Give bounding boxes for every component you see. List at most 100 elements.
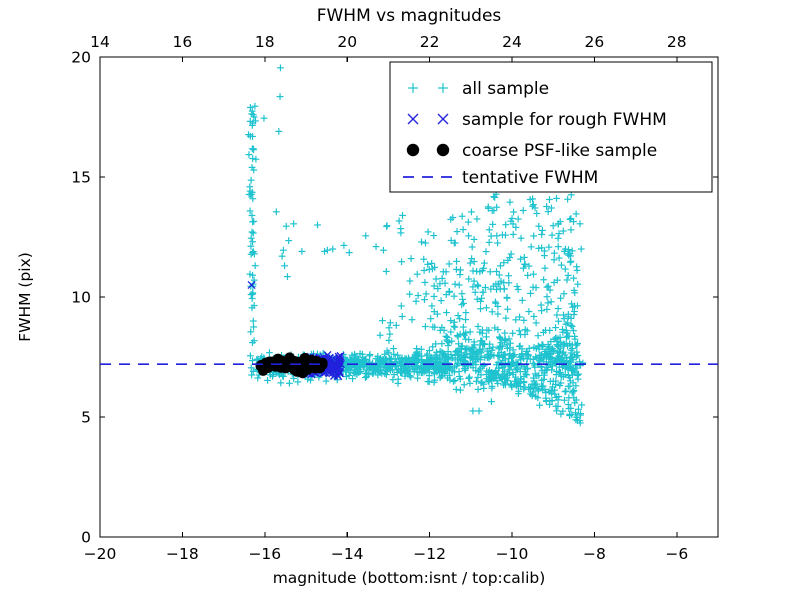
data-point-plus [456, 330, 464, 338]
legend-item-3[interactable]: coarse PSF-like sample [406, 141, 657, 161]
data-point-plus [314, 221, 321, 229]
data-point-plus [499, 364, 507, 372]
data-point-plus [567, 191, 575, 199]
data-point-plus [385, 337, 393, 344]
data-point-plus [384, 365, 392, 373]
data-point-plus [459, 323, 467, 331]
data-point-plus [250, 218, 258, 225]
legend-item-1[interactable]: all sample [408, 79, 549, 99]
data-point-plus [441, 370, 449, 377]
data-point-plus [573, 263, 581, 271]
data-point-plus [557, 339, 564, 346]
data-point-plus [507, 363, 515, 370]
data-point-plus [413, 270, 421, 278]
data-point-plus [249, 289, 257, 297]
legend-item-2[interactable]: sample for rough FWHM [407, 110, 667, 130]
data-point-plus [554, 335, 562, 343]
data-point-plus [494, 359, 502, 366]
data-point-plus [515, 387, 523, 395]
data-point-plus [447, 328, 455, 336]
data-point-plus [427, 353, 435, 361]
data-point-plus [478, 294, 485, 302]
legend[interactable]: all sample sample for rough FWHM coarse PS… [389, 61, 713, 193]
data-point-plus [458, 212, 466, 220]
data-point-plus [578, 401, 586, 409]
data-point-plus [485, 226, 493, 234]
data-point-plus [491, 324, 499, 332]
data-point-plus [355, 366, 362, 373]
data-point-plus [521, 368, 529, 376]
data-point-plus [247, 291, 255, 298]
data-point-plus [461, 331, 468, 339]
data-point-plus [376, 331, 384, 339]
data-point-plus [544, 282, 552, 290]
data-point-plus [445, 288, 453, 296]
data-point-plus [560, 311, 567, 319]
data-point-cross [335, 358, 344, 368]
data-point-plus [398, 313, 406, 320]
data-point-plus [479, 288, 487, 296]
data-point-plus [409, 355, 417, 362]
data-point-plus [459, 361, 467, 369]
data-point-plus [277, 379, 285, 387]
data-point-plus [572, 382, 580, 390]
data-point-plus [304, 375, 312, 383]
data-point-plus [429, 343, 437, 351]
data-point-plus [531, 363, 539, 371]
x-tick-label-bottom: −20 [84, 545, 117, 563]
data-point-plus [480, 362, 488, 369]
data-point-plus [474, 323, 482, 330]
data-point-plus [492, 299, 500, 307]
data-point-plus [547, 388, 555, 396]
data-point-plus [517, 234, 525, 242]
legend-box [389, 61, 713, 193]
data-point-plus [563, 333, 570, 341]
data-point-plus [452, 266, 460, 273]
data-point-plus [529, 388, 537, 396]
data-point-plus [512, 377, 520, 385]
legend-item-4[interactable]: tentative FWHM [403, 168, 598, 188]
data-point-plus [329, 245, 337, 253]
data-point-plus [564, 271, 572, 279]
data-point-plus [549, 377, 557, 385]
data-point-plus [465, 232, 472, 240]
data-point-plus [566, 382, 574, 390]
data-point-plus [544, 299, 552, 307]
data-point-plus [466, 379, 474, 387]
data-point-plus [423, 367, 431, 375]
data-point-plus [443, 336, 451, 344]
data-point-plus [556, 382, 564, 389]
data-point-plus [386, 330, 394, 338]
data-point-plus [564, 310, 572, 318]
data-point-plus [414, 292, 422, 299]
data-point-plus [462, 365, 469, 373]
data-point-plus [472, 367, 480, 375]
data-point-plus [572, 409, 579, 417]
data-point-plus [496, 374, 504, 382]
x-tick-label-top: 16 [173, 33, 193, 51]
data-point-plus [471, 288, 479, 296]
data-point-plus [544, 208, 552, 215]
data-point-plus [272, 208, 280, 216]
data-point-plus [570, 394, 578, 402]
data-point-plus [424, 228, 432, 236]
data-point-plus [525, 262, 533, 270]
data-point-plus [247, 328, 255, 336]
data-point-plus [504, 305, 511, 313]
data-point-plus [397, 225, 405, 232]
data-point-plus [485, 238, 493, 246]
data-point-plus [406, 277, 414, 285]
data-point-plus [562, 387, 570, 395]
x-tick-label-top: 18 [255, 33, 275, 51]
data-point-plus [471, 356, 479, 364]
data-point-plus [480, 380, 488, 388]
data-point-plus [399, 358, 407, 366]
data-point-plus [538, 231, 546, 238]
data-point-plus [538, 341, 546, 348]
data-point-plus [528, 380, 536, 388]
data-point-plus [554, 355, 562, 363]
data-point-plus [538, 383, 545, 390]
data-point-plus [374, 371, 382, 379]
data-point-plus [466, 373, 473, 381]
data-point-plus [565, 405, 573, 412]
